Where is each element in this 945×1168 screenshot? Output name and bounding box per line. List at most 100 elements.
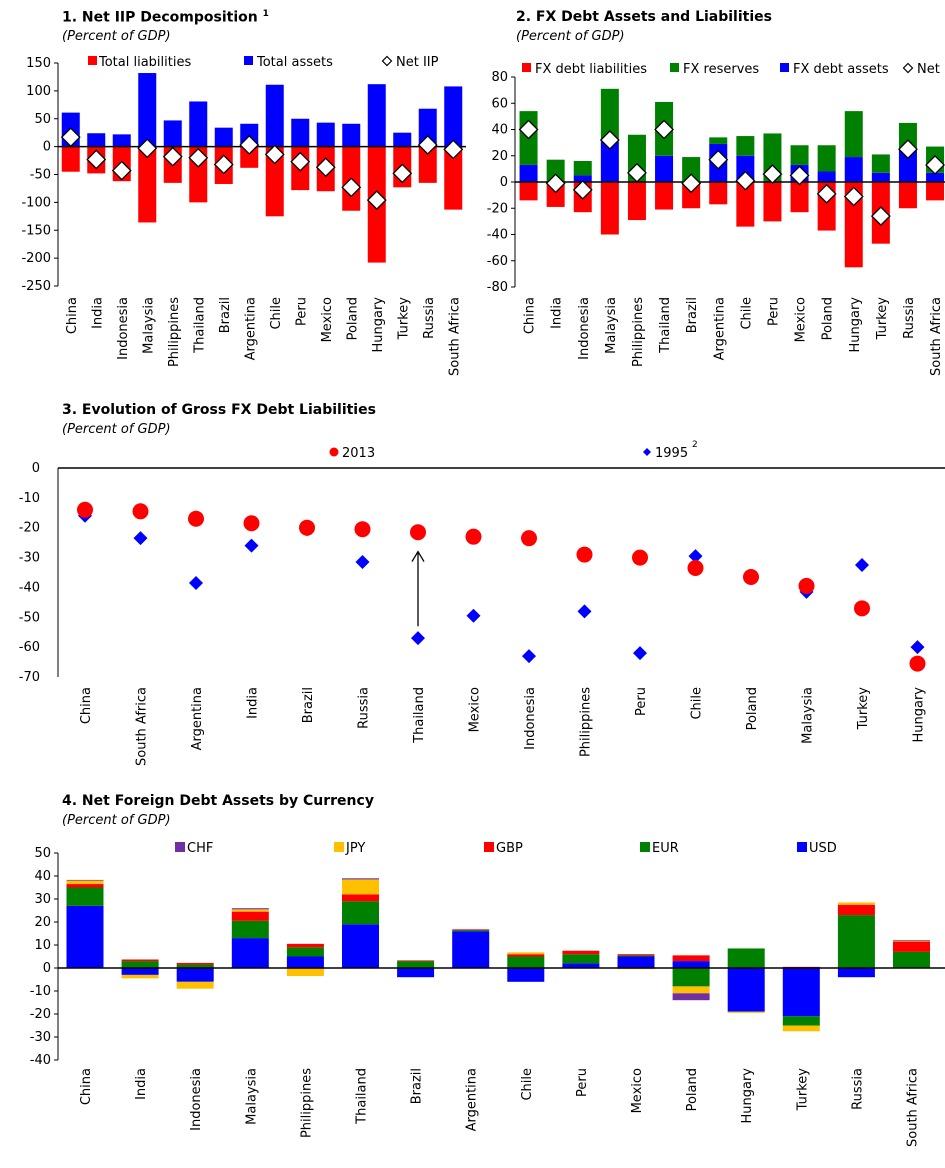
chart-2-bar-fx-reserves-hungary bbox=[844, 111, 863, 158]
chart-3-marker-1995-indonesia bbox=[522, 649, 536, 664]
chart-4-bar-usd-philippines bbox=[286, 956, 324, 968]
chart-4-legend-swatch-eur bbox=[640, 842, 650, 852]
chart-4-bar-eur-mexico bbox=[617, 955, 655, 957]
chart-4-bar-gbp-mexico bbox=[617, 954, 655, 956]
chart-3-marker-1995-argentina bbox=[189, 575, 203, 590]
chart-4-xtick-label-argentina: Argentina bbox=[465, 1068, 480, 1131]
chart-4-bar-jpy-china bbox=[66, 880, 104, 885]
chart-1-marker-net-iip-indonesia bbox=[111, 160, 132, 181]
chart-1-ytick-label: -200 bbox=[21, 251, 51, 266]
chart-2-bar-fx-reserves-poland bbox=[817, 145, 836, 172]
chart-3-marker-1995-philippines bbox=[577, 604, 592, 619]
chart-2-marker-net-chile bbox=[735, 170, 756, 191]
chart-1-bar-assets-hungary bbox=[367, 84, 386, 147]
chart-4-bar-eur-turkey bbox=[782, 1016, 820, 1026]
chart-2-bar-fx-liabilities-argentina bbox=[709, 182, 728, 205]
chart-1-bar-liabilities-malaysia bbox=[138, 146, 157, 223]
chart-3-xtick-label-india: India bbox=[246, 687, 261, 719]
chart-1-xtick-label-hungary: Hungary bbox=[371, 297, 386, 353]
chart-1-marker-net-iip-argentina bbox=[239, 135, 260, 155]
chart-2-legend-label-fx-assets: FX debt assets bbox=[793, 62, 889, 77]
chart-2-xtick-label-chile: Chile bbox=[739, 297, 754, 330]
chart-2-xtick-label-mexico: Mexico bbox=[794, 297, 809, 342]
chart-panel-4: 4. Net Foreign Debt Assets by Currency (… bbox=[0, 790, 945, 1168]
chart-4-bar-eur-russia bbox=[837, 915, 875, 968]
chart-1-bar-liabilities-chile bbox=[265, 146, 284, 217]
chart-1-bar-assets-peru bbox=[291, 118, 310, 147]
chart-1-marker-net-iip-hungary bbox=[366, 190, 387, 211]
chart-2-bar-fx-assets-turkey bbox=[871, 172, 890, 182]
chart-2-bar-fx-reserves-malaysia bbox=[600, 88, 619, 142]
chart-4-bar-chf-poland bbox=[672, 993, 710, 1001]
chart-4-ytick-label: -10 bbox=[30, 984, 51, 999]
chart-2-marker-net-russia bbox=[898, 139, 918, 160]
chart-2-legend-swatch-fx-reserves bbox=[670, 63, 679, 72]
chart-2-bar-fx-reserves-turkey bbox=[871, 154, 890, 173]
chart-3-marker-2013-south-africa bbox=[132, 503, 149, 520]
chart-1-ytick-label: -100 bbox=[21, 195, 51, 210]
chart-3-marker-1995-peru bbox=[633, 646, 647, 661]
chart-4-xtick-label-india: India bbox=[134, 1068, 149, 1100]
chart-4-bar-usd-china bbox=[66, 905, 104, 968]
chart-1-marker-net-iip-russia bbox=[417, 135, 438, 155]
chart-2-xtick-label-south-africa: South Africa bbox=[929, 297, 944, 376]
chart-panel-1: 1. Net IIP Decomposition 1 (Percent of G… bbox=[0, 0, 470, 380]
chart-2-title: 2. FX Debt Assets and Liabilities bbox=[516, 9, 772, 25]
chart-3-legend-swatch-1995 bbox=[643, 448, 651, 456]
chart-3-ytick-label: -70 bbox=[19, 670, 40, 685]
chart-4-ytick-label: 30 bbox=[34, 892, 51, 907]
chart-4-bar-jpy-south-africa bbox=[893, 940, 930, 942]
chart-1-xtick-label-thailand: Thailand bbox=[192, 297, 207, 354]
chart-4-bar-chf-thailand bbox=[342, 878, 379, 880]
chart-4-legend-swatch-usd bbox=[797, 842, 807, 852]
chart-4-bar-usd-chile bbox=[507, 968, 545, 982]
chart-3-marker-2013-philippines bbox=[576, 546, 593, 563]
chart-2-plot: 80 60 40 20 0 -20 -40 -60 -80 China India Indonesia… bbox=[487, 62, 945, 376]
chart-2-bar-fx-liabilities-philippines bbox=[627, 182, 646, 221]
chart-2-bar-fx-assets-poland bbox=[817, 171, 836, 182]
chart-2-bar-fx-reserves-argentina bbox=[709, 137, 728, 144]
chart-2-bar-fx-liabilities-thailand bbox=[655, 182, 674, 210]
chart-3-xtick-label-south-africa: South Africa bbox=[135, 687, 150, 766]
chart-2-bar-fx-liabilities-hungary bbox=[844, 182, 863, 268]
chart-2-marker-net-china bbox=[518, 119, 539, 140]
chart-1-legend-label-net-iip: Net IIP bbox=[396, 55, 439, 70]
chart-4-bar-jpy-chile bbox=[507, 952, 545, 955]
chart-1-ytick-label: -150 bbox=[21, 223, 51, 238]
chart-3-arrow-head bbox=[411, 550, 425, 562]
chart-1-bar-assets-turkey bbox=[393, 132, 412, 147]
chart-3-marker-1995-hungary bbox=[910, 640, 925, 655]
chart-2-xtick-label-china: China bbox=[523, 297, 538, 334]
chart-4-bar-gbp-malaysia bbox=[231, 911, 269, 921]
chart-2-bar-fx-liabilities-south-africa bbox=[926, 182, 945, 201]
chart-1-legend-swatch-assets bbox=[244, 56, 253, 65]
chart-4-bar-jpy-indonesia bbox=[176, 981, 214, 989]
chart-2-ytick-label: 60 bbox=[491, 96, 508, 111]
chart-2-marker-net-indonesia bbox=[572, 179, 593, 200]
chart-4-bar-gbp-peru bbox=[562, 950, 600, 955]
chart-4-bar-eur-argentina bbox=[452, 930, 490, 932]
chart-2-xtick-label-russia: Russia bbox=[902, 297, 917, 339]
chart-2-marker-net-philippines bbox=[627, 162, 647, 183]
chart-3-marker-1995-turkey bbox=[855, 558, 869, 573]
chart-1-marker-net-iip-chile bbox=[264, 144, 285, 165]
chart-4-legend-label-chf: CHF bbox=[187, 841, 213, 856]
chart-1-bar-assets-mexico bbox=[316, 122, 335, 147]
chart-4-ytick-label: -20 bbox=[30, 1007, 51, 1022]
chart-3-xtick-label-malaysia: Malaysia bbox=[801, 687, 816, 744]
chart-2-bar-fx-assets-south-africa bbox=[926, 172, 945, 182]
chart-4-bar-gbp-chile bbox=[507, 954, 545, 957]
chart-4-title: 4. Net Foreign Debt Assets by Currency bbox=[62, 793, 374, 809]
chart-1-bar-liabilities-south-africa bbox=[444, 146, 463, 210]
chart-2-marker-net-mexico bbox=[789, 165, 810, 186]
chart-1-ytick-label: -50 bbox=[30, 168, 51, 183]
chart-2-ytick-label: -60 bbox=[487, 254, 508, 269]
chart-2-bar-fx-liabilities-chile bbox=[736, 182, 755, 227]
chart-3-xtick-label-indonesia: Indonesia bbox=[523, 687, 538, 750]
chart-1-xtick-label-mexico: Mexico bbox=[320, 297, 335, 342]
chart-2-bar-fx-liabilities-mexico bbox=[790, 182, 809, 213]
chart-panel-2: 2. FX Debt Assets and Liabilities (Perce… bbox=[470, 0, 945, 380]
chart-2-xtick-label-philippines: Philippines bbox=[631, 297, 646, 367]
chart-1-xtick-label-argentina: Argentina bbox=[243, 297, 258, 360]
chart-3-marker-2013-hungary bbox=[909, 655, 926, 672]
